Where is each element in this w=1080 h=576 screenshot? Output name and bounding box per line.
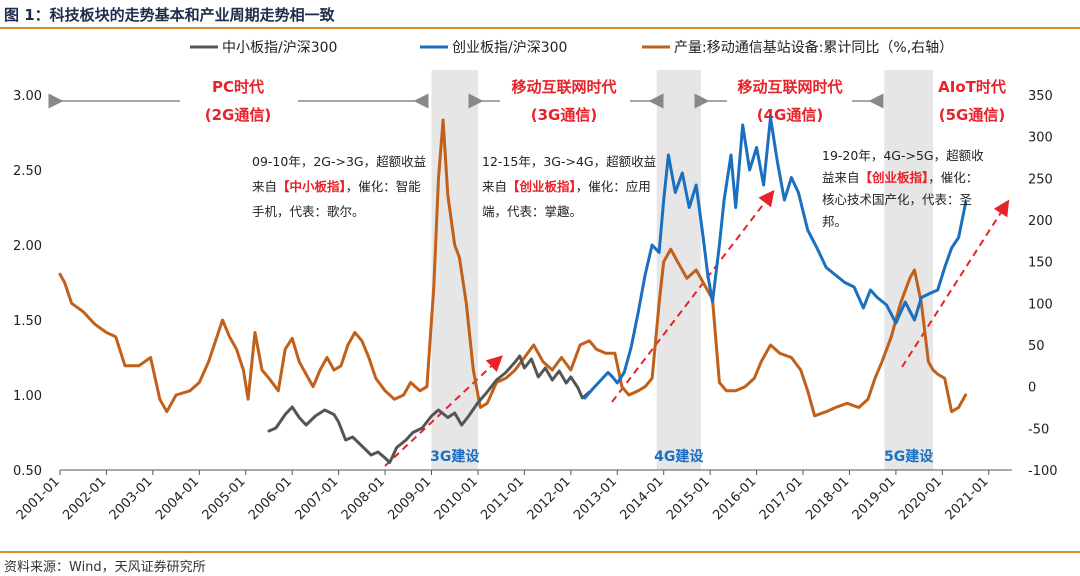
annotation-3g: 09-10年，2G->3G，超额收益 来自【中小板指】，催化：智能 手机，代表：… — [252, 154, 430, 219]
sme-series-line — [267, 354, 591, 464]
trend-arrow-5g — [901, 199, 1010, 368]
shaded-bands — [431, 70, 934, 470]
era-aiot-title: AIoT时代 — [938, 78, 1006, 96]
legend-label-chinext: 创业板指/沪深300 — [452, 40, 567, 56]
x-tick-label-11: 2012-01 — [525, 474, 574, 523]
x-tick-label-8: 2009-01 — [385, 474, 434, 523]
x-tick-label-16: 2017-01 — [757, 474, 806, 523]
y-right-tick-7: 250 — [1028, 172, 1053, 187]
x-tick-label-1: 2002-01 — [60, 474, 109, 523]
y-right-tick-3: 50 — [1028, 339, 1045, 354]
y-right-tick-8: 300 — [1028, 131, 1053, 146]
era-labels: PC时代 (2G通信) 移动互联网时代 (3G通信) 移动互联网时代 (4G通信… — [205, 78, 1006, 124]
annotation-5g-line1: 19-20年，4G->5G，超额收 — [822, 148, 984, 163]
x-tick-label-17: 2018-01 — [803, 474, 852, 523]
annotation-4g-line1: 12-15年，3G->4G，超额收益 — [482, 154, 656, 169]
x-tick-label-13: 2014-01 — [618, 474, 667, 523]
y-left-tick-5: 3.00 — [13, 89, 42, 104]
x-tick-label-9: 2010-01 — [432, 474, 481, 523]
annotation-3g-highlight: 【中小板指】 — [277, 179, 346, 194]
x-tick-label-18: 2019-01 — [850, 474, 899, 523]
series-lines — [58, 116, 968, 464]
band-label-3: 5G建设 — [884, 448, 934, 465]
annotation-5g-line2c: ，催化： — [928, 170, 978, 185]
legend-label-production: 产量:移动通信基站设备:累计同比（%,右轴） — [674, 39, 953, 56]
x-tick-label-14: 2015-01 — [664, 474, 713, 523]
annotation-4g-line3: 端，代表：掌趣。 — [482, 204, 582, 219]
era-mobile-4g-subtitle: (4G通信) — [757, 106, 823, 124]
y-right-tick-6: 200 — [1028, 214, 1053, 229]
annotation-4g-line2a: 来自 — [482, 179, 507, 194]
legend-label-sme: 中小板指/沪深300 — [222, 40, 337, 56]
x-tick-label-6: 2007-01 — [292, 474, 341, 523]
y-left-tick-4: 2.50 — [13, 164, 42, 179]
y-right-tick-5: 150 — [1028, 256, 1053, 271]
y-left-tick-2: 1.50 — [13, 314, 42, 329]
x-tick-label-19: 2020-01 — [896, 474, 945, 523]
annotation-4g: 12-15年，3G->4G，超额收益 来自【创业板指】，催化：应用 端，代表：掌… — [482, 154, 660, 219]
annotation-5g-line2a: 益来自 — [822, 170, 860, 185]
x-tick-label-0: 2001-01 — [14, 474, 63, 523]
legend: 中小板指/沪深300 创业板指/沪深300 产量:移动通信基站设备:累计同比（%… — [190, 39, 953, 56]
annotations: 09-10年，2G->3G，超额收益 来自【中小板指】，催化：智能 手机，代表：… — [252, 148, 988, 229]
era-mobile-3g-title: 移动互联网时代 — [511, 78, 616, 96]
y-left-tick-1: 1.00 — [13, 389, 42, 404]
y-right-tick-0: -100 — [1028, 464, 1058, 479]
annotation-5g-highlight: 【创业板指】 — [860, 170, 929, 185]
y-right-tick-9: 350 — [1028, 89, 1053, 104]
annotation-3g-line2a: 来自 — [252, 179, 277, 194]
production-series-line — [58, 118, 968, 418]
bottom-rule — [0, 551, 1080, 553]
chinext-series-line — [583, 116, 968, 400]
x-tick-label-7: 2008-01 — [339, 474, 388, 523]
annotation-5g: 19-20年，4G->5G，超额收 益来自【创业板指】，催化： 核心技术国产化，… — [822, 148, 988, 229]
shaded-band-1 — [431, 70, 478, 470]
x-tick-label-12: 2013-01 — [571, 474, 620, 523]
era-mobile-4g-title: 移动互联网时代 — [737, 78, 842, 96]
annotation-4g-highlight: 【创业板指】 — [507, 179, 576, 194]
x-tick-label-3: 2004-01 — [153, 474, 202, 523]
band-label-2: 4G建设 — [654, 448, 704, 465]
annotation-3g-line1: 09-10年，2G->3G，超额收益 — [252, 154, 426, 169]
annotation-3g-line2c: ，催化：智能 — [346, 179, 422, 194]
top-rule — [0, 27, 1080, 29]
y-left-tick-3: 2.00 — [13, 239, 42, 254]
y-left-tick-0: 0.50 — [13, 464, 42, 479]
y-right-tick-2: 0 — [1028, 381, 1036, 396]
y-right-tick-1: -50 — [1028, 422, 1049, 437]
era-aiot-subtitle: (5G通信) — [939, 106, 1005, 124]
era-pc-title: PC时代 — [212, 78, 264, 96]
annotation-5g-line3: 核心技术国产化，代表：圣 — [822, 192, 973, 207]
annotation-5g-line4: 邦。 — [822, 214, 847, 229]
x-tick-label-2: 2003-01 — [107, 474, 156, 523]
source-note: 资料来源：Wind，天风证券研究所 — [4, 560, 206, 575]
annotation-4g-line2c: ，催化：应用 — [576, 179, 651, 194]
band-label-1: 3G建设 — [430, 448, 480, 465]
y-right-tick-4: 100 — [1028, 297, 1053, 312]
era-pc-subtitle: (2G通信) — [205, 106, 271, 124]
trend-arrow-4g — [611, 189, 775, 403]
x-tick-label-10: 2011-01 — [478, 474, 527, 523]
figure-title: 图 1：科技板块的走势基本和产业周期走势相一致 — [4, 6, 335, 24]
x-tick-label-5: 2006-01 — [246, 474, 295, 523]
x-tick-label-20: 2021-01 — [943, 474, 992, 523]
x-tick-label-15: 2016-01 — [710, 474, 759, 523]
era-mobile-3g-subtitle: (3G通信) — [531, 106, 597, 124]
x-tick-label-4: 2005-01 — [200, 474, 249, 523]
annotation-3g-line3: 手机，代表：歌尔。 — [252, 204, 365, 219]
chart-svg: 中小板指/沪深300 创业板指/沪深300 产量:移动通信基站设备:累计同比（%… — [13, 39, 1058, 523]
shaded-band-3 — [884, 70, 934, 470]
